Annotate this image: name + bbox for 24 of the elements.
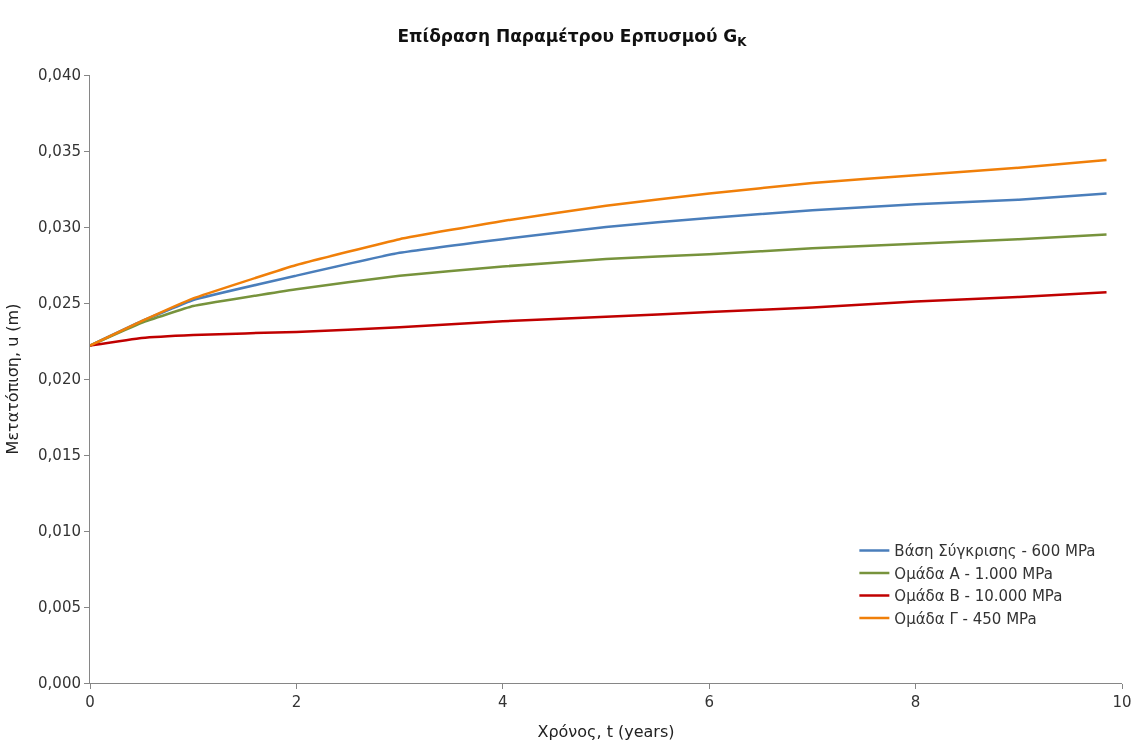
y-tick-label: 0,025 xyxy=(38,294,81,313)
y-tick-label: 0,040 xyxy=(38,66,81,85)
y-tick-label: 0,000 xyxy=(38,674,81,693)
legend-label: Βάση Σύγκρισης - 600 MPa xyxy=(894,542,1096,561)
y-tick-label: 0,030 xyxy=(38,218,81,237)
x-tick-label: 8 xyxy=(910,693,921,711)
x-tick-label: 4 xyxy=(498,693,508,711)
y-axis-title: Μετατόπιση, u (m) xyxy=(2,303,22,455)
y-tick-label: 0,035 xyxy=(38,142,81,161)
legend-label: Ομάδα Α - 1.000 MPa xyxy=(894,564,1053,583)
legend-label: Ομάδα Γ - 450 MPa xyxy=(894,609,1037,628)
x-axis-title: Χρόνος, t (years) xyxy=(537,721,675,741)
line-series xyxy=(90,158,1108,347)
x-tick-label: 6 xyxy=(704,693,714,711)
x-tick-label: 0 xyxy=(85,693,95,711)
y-tick-label: 0,010 xyxy=(38,522,81,541)
y-tick-label: 0,020 xyxy=(38,370,81,389)
line-series xyxy=(90,291,1108,347)
y-tick-label: 0,015 xyxy=(38,446,81,465)
legend-label: Ομάδα Β - 10.000 MPa xyxy=(894,587,1063,606)
y-tick-label: 0,005 xyxy=(38,598,81,617)
x-tick-label: 2 xyxy=(291,693,302,711)
x-tick-label: 10 xyxy=(1112,693,1132,711)
chart-title: Επίδραση Παραμέτρου Ερπυσμού G$_{K}$ xyxy=(397,26,748,49)
